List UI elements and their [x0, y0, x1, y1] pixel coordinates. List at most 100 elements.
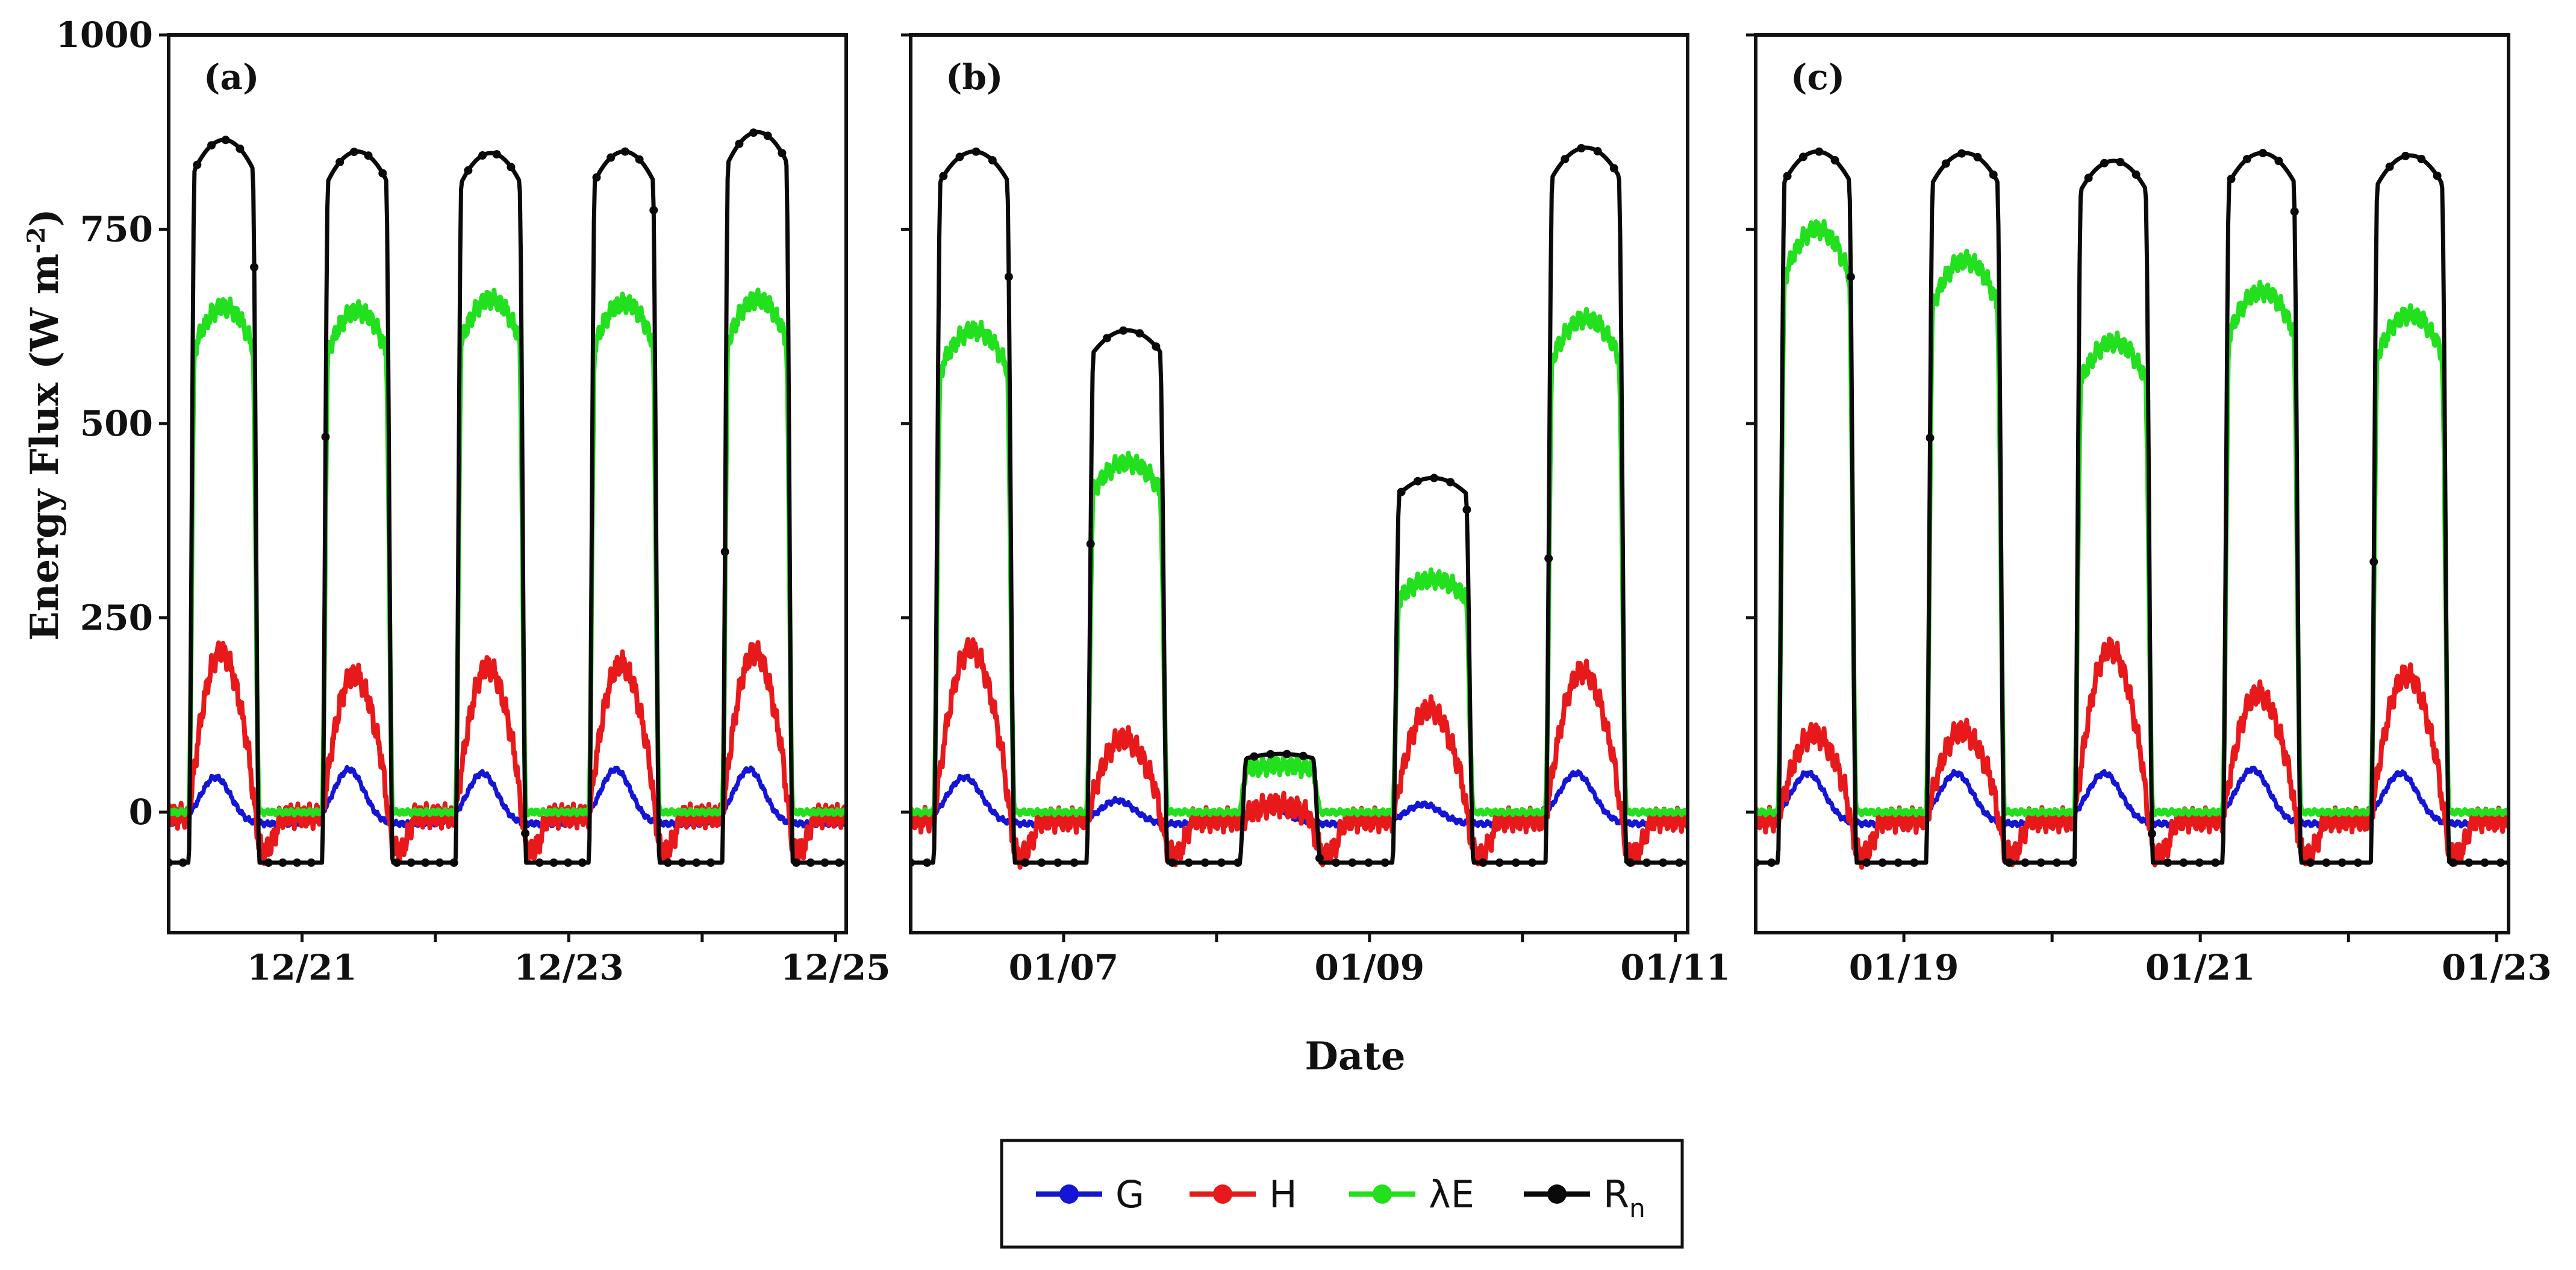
- rn-marker: [939, 172, 948, 181]
- panel-title: (b): [946, 57, 1003, 98]
- rn-marker: [2401, 151, 2410, 160]
- rn-marker: [1593, 147, 1602, 155]
- rn-marker: [1217, 858, 1226, 867]
- rn-marker: [2306, 858, 2315, 867]
- series-line-G-panel-1: [169, 765, 846, 829]
- rn-marker: [971, 147, 981, 156]
- rn-marker: [321, 433, 330, 442]
- plot-frame-panel-3: [1754, 33, 2510, 934]
- rn-marker: [1021, 858, 1030, 867]
- rn-marker: [421, 858, 430, 867]
- rn-marker: [507, 163, 516, 172]
- rn-marker: [2147, 829, 2156, 838]
- x-tick-label: 01/09: [1315, 947, 1425, 988]
- plot-frame-panel-2: [909, 33, 1689, 934]
- y-tick-label: 250: [80, 598, 153, 639]
- legend-item-LE: λE: [1349, 1172, 1474, 1216]
- rn-marker: [1315, 854, 1324, 863]
- rn-marker: [2053, 858, 2061, 867]
- panel-1: 0 250 500 750 1000 12/21 12/23 12/25 (a): [56, 14, 891, 988]
- series-line-G-panel-3: [1756, 765, 2509, 829]
- series-line-Rn-panel-3: [1756, 149, 2509, 865]
- rn-marker: [278, 858, 287, 867]
- rn-marker: [1642, 858, 1651, 867]
- legend-item-G: G: [1036, 1172, 1144, 1216]
- rn-marker: [2036, 858, 2045, 867]
- rn-marker: [649, 205, 658, 214]
- series-line-H-panel-2: [911, 637, 1688, 870]
- x-tick-label: 01/23: [2442, 947, 2552, 988]
- rn-marker: [1266, 749, 1275, 759]
- rn-marker: [1511, 858, 1520, 867]
- legend-item-H: H: [1190, 1172, 1297, 1216]
- rn-marker: [392, 858, 401, 867]
- x-tick-label: 12/23: [514, 947, 624, 988]
- rn-marker: [620, 147, 629, 156]
- series-line-LE-panel-1: [169, 287, 846, 818]
- y-tick-label: 500: [80, 403, 153, 444]
- rn-marker: [2369, 557, 2378, 566]
- rn-marker: [2290, 207, 2299, 216]
- rn-marker: [735, 139, 744, 148]
- rn-marker: [293, 858, 302, 867]
- rn-marker: [1086, 539, 1095, 548]
- rn-marker: [1544, 554, 1553, 563]
- rn-marker: [1830, 156, 1839, 164]
- rn-marker: [1675, 858, 1684, 867]
- rn-marker: [250, 263, 259, 272]
- rn-marker: [1397, 487, 1406, 496]
- rn-marker: [2274, 157, 2283, 166]
- rn-marker: [407, 858, 416, 867]
- rn-marker: [2433, 171, 2442, 180]
- rn-marker: [1862, 858, 1871, 867]
- rn-marker: [1495, 858, 1504, 867]
- rn-marker: [1446, 478, 1455, 487]
- rn-marker: [1004, 272, 1013, 281]
- series-markers-Rn-panel-2: [911, 144, 1684, 867]
- rn-marker: [1767, 858, 1776, 867]
- rn-marker: [2448, 858, 2457, 867]
- rn-marker: [1462, 505, 1471, 514]
- plot-frame-panel-1: [167, 33, 848, 934]
- rn-marker: [207, 141, 216, 150]
- rn-marker: [607, 153, 616, 162]
- legend-label: Rn: [1603, 1172, 1645, 1223]
- rn-marker: [449, 858, 458, 867]
- rn-marker: [1332, 858, 1341, 867]
- rn-marker: [2354, 858, 2362, 867]
- rn-marker: [578, 858, 587, 867]
- rn-marker: [549, 858, 558, 867]
- rn-marker: [2211, 858, 2220, 867]
- rn-marker: [2163, 858, 2172, 867]
- rn-marker: [763, 131, 772, 140]
- series-line-LE-panel-2: [911, 307, 1688, 818]
- rn-marker: [778, 149, 787, 158]
- x-tick-label: 01/19: [1849, 947, 1959, 988]
- legend-marker: [1059, 1184, 1079, 1204]
- legend-marker: [1213, 1184, 1232, 1204]
- rn-marker: [307, 858, 316, 867]
- rn-marker: [2021, 858, 2030, 867]
- rn-marker: [2179, 858, 2188, 867]
- rn-marker: [2084, 174, 2093, 183]
- rn-marker: [1798, 152, 1807, 161]
- rn-marker: [464, 166, 473, 175]
- panel-3-series: [1756, 147, 2509, 870]
- rn-marker: [2116, 158, 2125, 166]
- rn-marker: [349, 148, 358, 157]
- rn-marker: [235, 144, 245, 153]
- rn-marker: [1119, 326, 1128, 335]
- rn-marker: [193, 160, 202, 169]
- rn-marker: [1910, 858, 1919, 867]
- rn-marker: [1233, 858, 1243, 867]
- rn-marker: [1299, 751, 1308, 760]
- rn-marker: [2465, 858, 2474, 867]
- rn-marker: [1168, 858, 1177, 867]
- rn-marker: [1989, 170, 1998, 180]
- rn-marker: [2322, 858, 2331, 867]
- series-line-Rn-panel-1: [169, 130, 846, 865]
- legend-label: λE: [1429, 1172, 1474, 1216]
- rn-marker: [364, 151, 373, 160]
- series-line-H-panel-1: [169, 640, 846, 866]
